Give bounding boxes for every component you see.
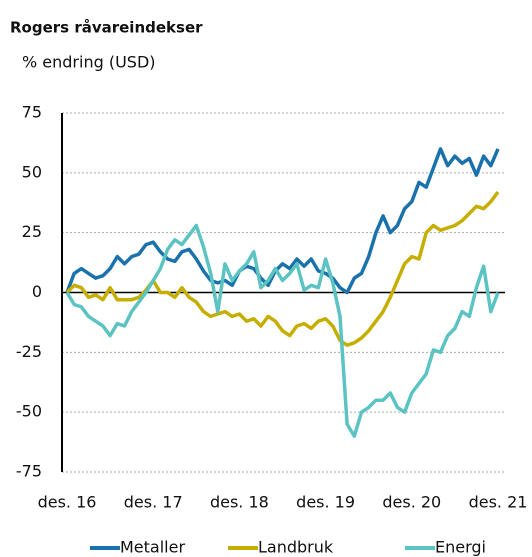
legend-label: Landbruk bbox=[258, 538, 334, 557]
y-tick-label: -75 bbox=[16, 462, 42, 481]
line-series bbox=[65, 190, 500, 347]
legend-label: Energi bbox=[435, 538, 486, 557]
y-tick-label: 75 bbox=[22, 103, 42, 122]
y-tick-label: 50 bbox=[22, 162, 42, 181]
y-tick-label: -25 bbox=[16, 342, 42, 361]
legend-label: Metaller bbox=[120, 538, 185, 557]
x-tick-label: des. 17 bbox=[124, 493, 183, 512]
chart-subtitle: % endring (USD) bbox=[22, 53, 156, 72]
x-tick-label: des. 16 bbox=[38, 493, 97, 512]
x-tick-label: des. 18 bbox=[210, 493, 269, 512]
y-tick-label: -50 bbox=[16, 402, 42, 421]
y-tick-label: 0 bbox=[32, 282, 42, 301]
chart-title: Rogers råvareindekser bbox=[10, 19, 203, 37]
y-tick-label: 25 bbox=[22, 222, 42, 241]
line-series bbox=[65, 223, 500, 438]
x-tick-label: des. 19 bbox=[296, 493, 355, 512]
x-tick-label: des. 20 bbox=[382, 493, 441, 512]
x-tick-label: des. 21 bbox=[469, 493, 528, 512]
line-series bbox=[65, 147, 500, 295]
